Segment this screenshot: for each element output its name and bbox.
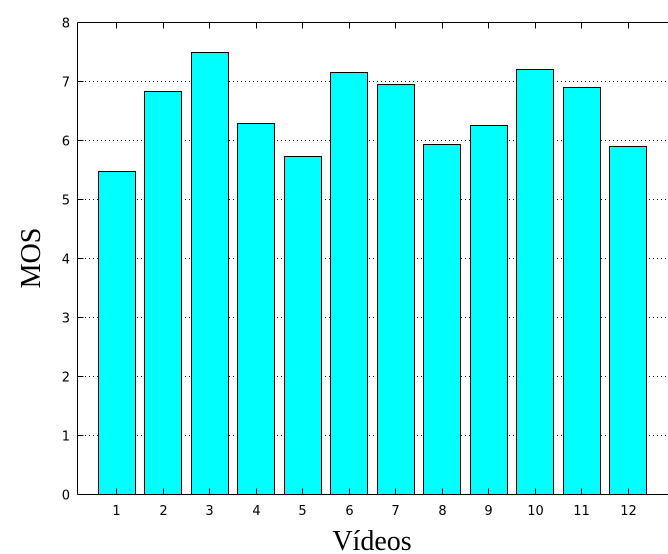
x-tick-label-8: 8 — [438, 504, 446, 519]
x-tick-label-6: 6 — [345, 504, 353, 519]
y-tick-label-2: 2 — [62, 371, 70, 386]
x-tick-label-11: 11 — [573, 504, 590, 519]
x-axis-label: Vídeos — [332, 526, 411, 554]
bar-5 — [284, 156, 322, 495]
bars — [98, 52, 647, 495]
bar-4 — [237, 123, 275, 495]
y-tick-label-0: 0 — [62, 489, 70, 504]
y-tick-label-8: 8 — [62, 17, 70, 32]
y-tick-label-5: 5 — [62, 194, 70, 209]
bar-1 — [98, 171, 136, 495]
bar-7 — [377, 84, 415, 495]
y-tick-label-3: 3 — [62, 312, 70, 327]
x-tick-labels: 1 2 3 4 5 6 7 8 9 10 11 12 — [112, 22, 637, 519]
y-tick-label-4: 4 — [62, 253, 70, 268]
bar-2 — [144, 91, 182, 495]
bar-9 — [470, 125, 508, 495]
x-tick-label-9: 9 — [484, 504, 492, 519]
x-tick-label-5: 5 — [298, 504, 306, 519]
bar-6 — [330, 72, 368, 495]
bar-3 — [191, 52, 229, 495]
x-tick-label-3: 3 — [205, 504, 213, 519]
y-tick-label-6: 6 — [62, 135, 70, 150]
y-tick-label-7: 7 — [62, 76, 70, 91]
x-tick-label-10: 10 — [527, 504, 544, 519]
y-tick-label-1: 1 — [62, 430, 70, 445]
x-tick-label-2: 2 — [159, 504, 167, 519]
x-tick-label-7: 7 — [391, 504, 399, 519]
bar-12 — [609, 146, 647, 495]
y-axis-label: MOS — [16, 228, 47, 289]
x-tick-label-4: 4 — [252, 504, 260, 519]
x-tick-label-12: 12 — [620, 504, 637, 519]
y-tick-labels: 0 1 2 3 4 5 6 7 8 — [62, 17, 84, 504]
bar-8 — [423, 144, 461, 495]
bar-11 — [563, 87, 601, 495]
x-tick-label-1: 1 — [112, 504, 120, 519]
bar-10 — [516, 69, 554, 495]
